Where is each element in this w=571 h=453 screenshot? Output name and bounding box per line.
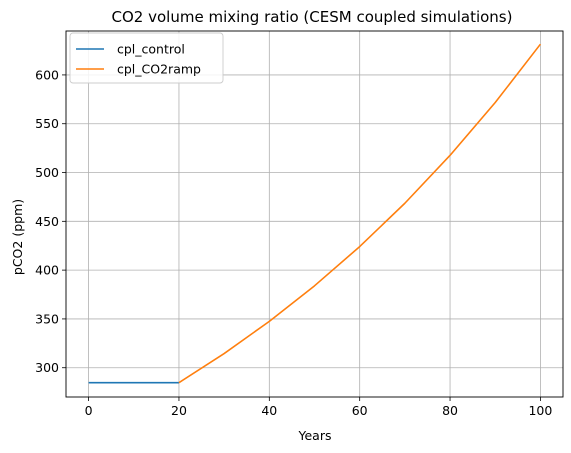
x-tick-label: 0 [85, 403, 93, 418]
y-tick-label: 600 [35, 67, 59, 82]
legend-box [69, 32, 224, 84]
x-axis-ticks: 0 20 40 60 80 100 [85, 397, 552, 418]
x-tick-label: 40 [261, 403, 277, 418]
legend: cpl_control cpl_CO2ramp [69, 32, 224, 84]
y-tick-label: 500 [35, 165, 59, 180]
x-tick-label: 80 [442, 403, 458, 418]
y-axis-label: pCO2 (ppm) [10, 199, 25, 275]
chart-title: CO2 volume mixing ratio (CESM coupled si… [112, 8, 513, 26]
y-tick-label: 400 [35, 263, 59, 278]
y-tick-label: 350 [35, 311, 59, 326]
x-axis-label: Years [298, 428, 332, 443]
y-tick-label: 450 [35, 214, 59, 229]
y-tick-label: 550 [35, 116, 59, 131]
x-tick-label: 100 [528, 403, 552, 418]
y-tick-label: 300 [35, 360, 59, 375]
x-tick-label: 20 [171, 403, 187, 418]
series-layer [88, 43, 542, 384]
series-line-cpl_CO2ramp [178, 43, 542, 384]
x-tick-label: 60 [352, 403, 368, 418]
y-axis-ticks: 300 350 400 450 500 550 600 [35, 67, 66, 375]
legend-label: cpl_CO2ramp [117, 62, 201, 77]
grid [66, 31, 563, 397]
plot-frame [65, 30, 564, 398]
legend-label: cpl_control [117, 42, 185, 57]
